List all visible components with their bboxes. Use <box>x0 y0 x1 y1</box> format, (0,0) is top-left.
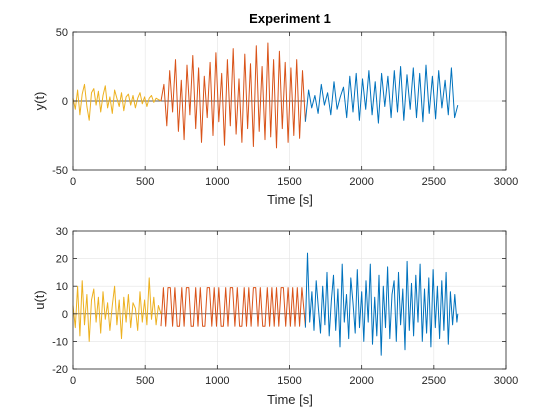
y-tick-label: -50 <box>52 165 68 177</box>
x-tick-label: 2500 <box>422 375 446 387</box>
series-line <box>160 42 306 149</box>
y-tick-label: 0 <box>62 309 68 321</box>
x-tick-label: 1500 <box>277 176 301 188</box>
x-axis-label: Time [s] <box>267 392 313 407</box>
x-tick-label: 3000 <box>494 176 518 188</box>
x-tick-label: 0 <box>70 176 76 188</box>
x-tick-label: 3000 <box>494 375 518 387</box>
x-tick-label: 1500 <box>277 375 301 387</box>
u-input-plot: 0 500 1000 1500 2000 2500 3000 -20 -10 0 10 20 30 Ti… <box>32 226 518 407</box>
y-tick-label: 0 <box>62 96 68 108</box>
x-tick-label: 1000 <box>205 375 229 387</box>
x-tick-label: 2000 <box>349 375 373 387</box>
y-tick-label: 20 <box>56 254 68 266</box>
y-tick-label: -10 <box>52 336 68 348</box>
x-axis-label: Time [s] <box>267 192 313 207</box>
y-tick-label: -20 <box>52 364 68 376</box>
x-tick-label: 2500 <box>422 176 446 188</box>
x-tick-label: 500 <box>136 176 154 188</box>
x-tick-label: 1000 <box>205 176 229 188</box>
x-tick-label: 500 <box>136 375 154 387</box>
series-line <box>160 287 306 327</box>
y-axis-label: y(t) <box>32 92 47 111</box>
x-tick-label: 0 <box>70 375 76 387</box>
series-line <box>304 252 459 356</box>
y-tick-label: 10 <box>56 281 68 293</box>
series-line <box>304 64 459 124</box>
plot-area: 0 500 1000 1500 2000 2500 3000 -20 -10 0 10 20 30 <box>52 226 518 387</box>
y-axis-label: u(t) <box>32 290 47 310</box>
x-tick-label: 2000 <box>349 176 373 188</box>
plot-title: Experiment 1 <box>249 11 331 26</box>
y-tick-label: 30 <box>56 226 68 238</box>
y-tick-label: 50 <box>56 27 68 39</box>
series-line <box>72 83 162 121</box>
series-line <box>72 277 162 342</box>
